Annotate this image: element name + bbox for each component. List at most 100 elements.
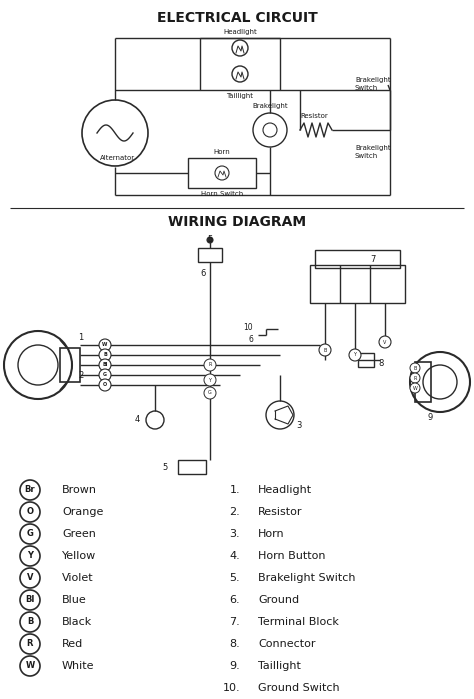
Text: Brown: Brown <box>62 485 97 495</box>
Text: 2.: 2. <box>229 507 240 517</box>
Text: Y: Y <box>354 352 356 357</box>
Text: 5.: 5. <box>229 573 240 583</box>
Text: G: G <box>103 373 107 377</box>
Circle shape <box>410 373 420 383</box>
Text: Connector: Connector <box>258 639 316 649</box>
Circle shape <box>410 383 420 393</box>
Text: Resistor: Resistor <box>300 113 328 119</box>
Text: 8: 8 <box>378 359 383 368</box>
Text: Bl: Bl <box>25 596 35 605</box>
Text: WIRING DIAGRAM: WIRING DIAGRAM <box>168 215 306 229</box>
Text: O: O <box>103 382 107 387</box>
Text: B: B <box>27 617 33 626</box>
Text: 5: 5 <box>163 463 168 472</box>
Text: Orange: Orange <box>62 507 103 517</box>
Bar <box>178 460 206 474</box>
Text: Brakelight: Brakelight <box>355 145 391 151</box>
Text: ELECTRICAL CIRCUIT: ELECTRICAL CIRCUIT <box>156 11 318 25</box>
Text: Ground: Ground <box>258 595 299 605</box>
Text: W: W <box>26 661 35 670</box>
Text: Br: Br <box>25 486 35 494</box>
Circle shape <box>349 349 361 361</box>
Text: 5: 5 <box>207 236 213 245</box>
Circle shape <box>99 369 111 381</box>
Circle shape <box>99 339 111 351</box>
Circle shape <box>204 387 216 399</box>
Text: Resistor: Resistor <box>258 507 302 517</box>
Text: 6: 6 <box>248 335 253 343</box>
Text: 10: 10 <box>243 322 253 331</box>
Bar <box>60 348 80 382</box>
Text: Blue: Blue <box>62 595 87 605</box>
Text: R: R <box>27 640 33 649</box>
Text: 6: 6 <box>201 268 206 278</box>
Text: White: White <box>62 661 94 671</box>
Text: Brakelight: Brakelight <box>355 77 391 83</box>
Circle shape <box>99 349 111 361</box>
Text: Horn: Horn <box>214 149 230 155</box>
Text: Yellow: Yellow <box>62 551 96 561</box>
Bar <box>200 38 280 90</box>
Text: 3.: 3. <box>229 529 240 539</box>
Text: 9: 9 <box>428 414 433 422</box>
Text: R: R <box>413 375 417 380</box>
Text: Terminal Block: Terminal Block <box>258 617 339 627</box>
Text: Red: Red <box>62 639 83 649</box>
Circle shape <box>410 363 420 373</box>
Text: Alternator: Alternator <box>100 155 136 161</box>
Text: Bl: Bl <box>102 363 108 368</box>
Circle shape <box>20 590 40 610</box>
Text: Headlight: Headlight <box>258 485 312 495</box>
Text: 4: 4 <box>135 415 140 424</box>
Text: Green: Green <box>62 529 96 539</box>
Bar <box>358 353 374 367</box>
Circle shape <box>379 336 391 348</box>
Text: R: R <box>208 363 212 368</box>
Bar <box>188 158 256 188</box>
Circle shape <box>20 634 40 654</box>
Text: V: V <box>383 340 387 345</box>
Text: Switch: Switch <box>355 153 378 159</box>
Text: 1.: 1. <box>229 485 240 495</box>
Text: W: W <box>412 386 418 391</box>
Text: 10.: 10. <box>222 683 240 693</box>
Text: Brakelight Switch: Brakelight Switch <box>258 573 356 583</box>
Circle shape <box>20 502 40 522</box>
Text: Switch: Switch <box>355 85 378 91</box>
Circle shape <box>20 612 40 632</box>
Text: 3: 3 <box>296 421 301 429</box>
Text: W: W <box>102 343 108 347</box>
Text: V: V <box>27 573 33 582</box>
Circle shape <box>204 359 216 371</box>
Text: 8.: 8. <box>229 639 240 649</box>
Bar <box>310 265 405 303</box>
Circle shape <box>319 344 331 356</box>
Text: 4.: 4. <box>229 551 240 561</box>
Text: Taillight: Taillight <box>227 93 254 99</box>
Text: Ground Switch: Ground Switch <box>258 683 340 693</box>
Text: B: B <box>103 352 107 357</box>
Text: 2: 2 <box>78 371 83 380</box>
Text: 6.: 6. <box>229 595 240 605</box>
Circle shape <box>20 568 40 588</box>
Text: Black: Black <box>62 617 92 627</box>
Text: B: B <box>323 347 327 352</box>
Text: Taillight: Taillight <box>258 661 301 671</box>
Text: Y: Y <box>27 552 33 561</box>
Text: 7: 7 <box>370 256 375 264</box>
Circle shape <box>20 546 40 566</box>
Circle shape <box>207 237 213 243</box>
Circle shape <box>20 480 40 500</box>
Text: Horn: Horn <box>258 529 284 539</box>
Text: G: G <box>208 391 212 396</box>
Circle shape <box>204 374 216 386</box>
Text: 1: 1 <box>78 333 83 343</box>
Text: G: G <box>27 530 34 538</box>
Text: Horn Switch: Horn Switch <box>201 191 243 197</box>
Circle shape <box>20 656 40 676</box>
Circle shape <box>20 524 40 544</box>
Text: 7.: 7. <box>229 617 240 627</box>
Text: 9.: 9. <box>229 661 240 671</box>
Text: Horn Button: Horn Button <box>258 551 326 561</box>
Text: Violet: Violet <box>62 573 94 583</box>
